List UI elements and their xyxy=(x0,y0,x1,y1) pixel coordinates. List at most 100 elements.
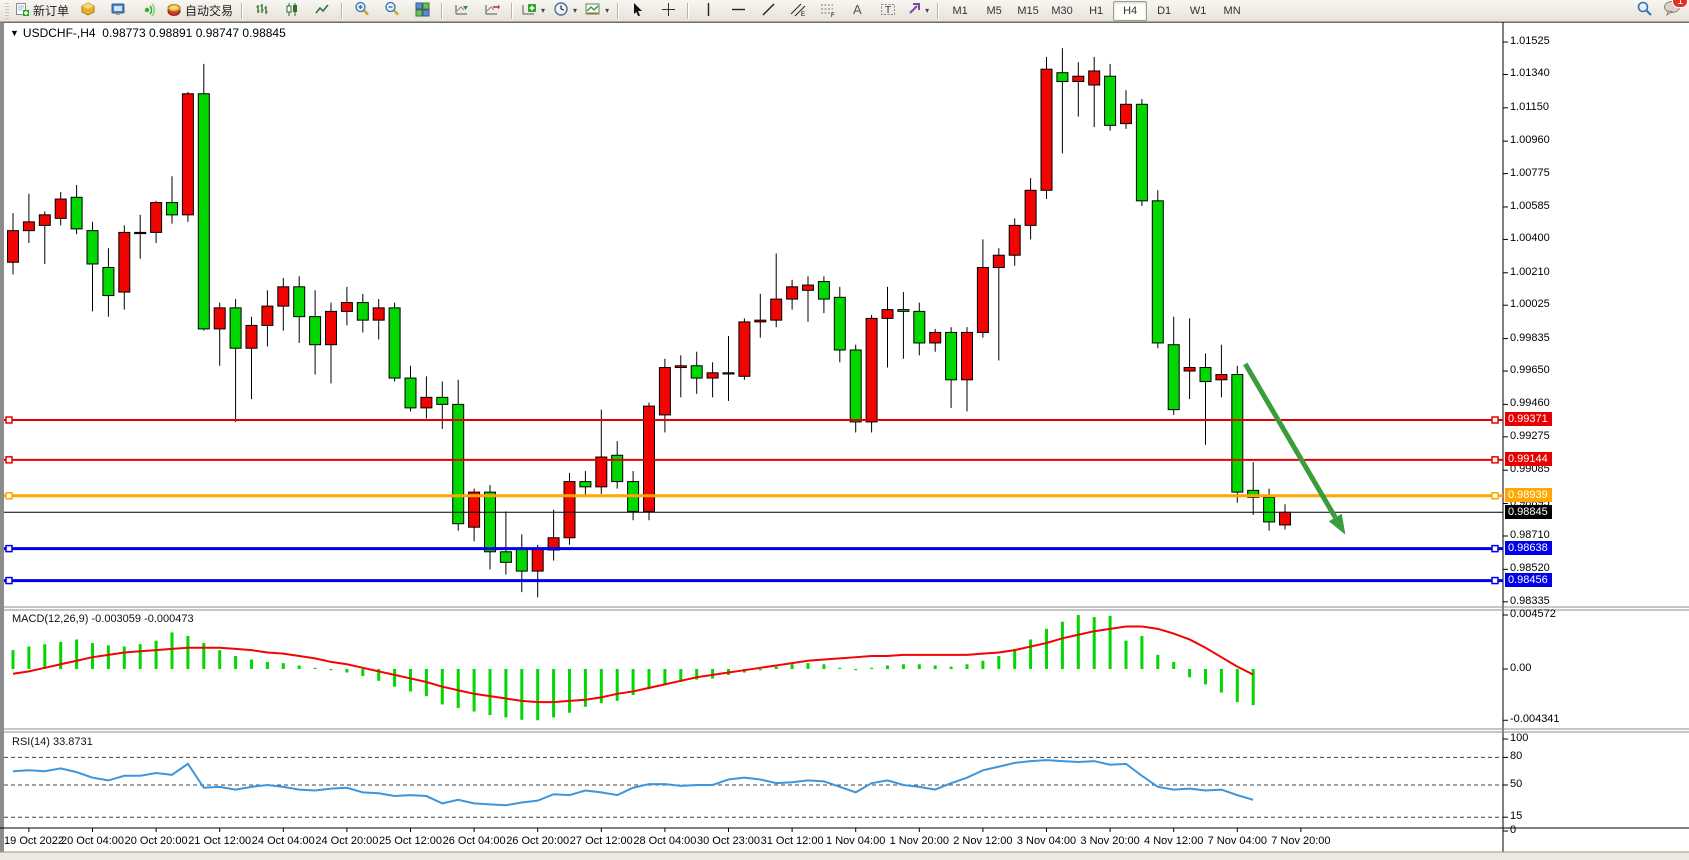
macd-histogram-bar xyxy=(1140,635,1144,669)
vertical-line-tool-button[interactable] xyxy=(693,0,723,22)
candle-body xyxy=(7,230,19,263)
autotrading-icon xyxy=(167,2,182,20)
svg-text:T: T xyxy=(885,5,891,16)
line-handle[interactable] xyxy=(1491,456,1499,464)
candle-body xyxy=(1088,70,1101,86)
trendline-tool-button[interactable] xyxy=(753,0,783,22)
new-order-label: 新订单 xyxy=(33,4,70,18)
periods-button[interactable]: ▾ xyxy=(549,0,581,22)
macd-histogram-bar xyxy=(1188,669,1192,678)
horizontal-line-tool-button[interactable] xyxy=(723,0,753,22)
candle-body xyxy=(213,307,226,330)
timeframe-H1[interactable]: H1 xyxy=(1089,4,1104,17)
signals-button[interactable] xyxy=(133,0,163,22)
auto-scroll-icon xyxy=(454,2,470,20)
autotrading-button[interactable]: 自动交易 xyxy=(163,0,237,22)
macd-histogram-bar xyxy=(1251,669,1255,706)
macd-histogram-bar xyxy=(917,664,921,669)
line-chart-type-button[interactable] xyxy=(307,0,337,22)
candlestick-icon xyxy=(285,2,300,20)
macd-histogram-bar xyxy=(1092,617,1096,669)
candle-body xyxy=(356,302,369,321)
candlestick-type-button[interactable] xyxy=(277,0,307,22)
svg-text:E: E xyxy=(801,12,805,17)
cursor-icon xyxy=(631,2,645,20)
macd-histogram-bar xyxy=(631,669,635,695)
line-handle[interactable] xyxy=(5,492,13,500)
search-icon[interactable] xyxy=(1636,0,1653,22)
macd-histogram-bar xyxy=(59,641,63,669)
timeframe-M1[interactable]: M1 xyxy=(952,4,968,17)
macd-histogram-bar xyxy=(901,664,905,669)
line-handle[interactable] xyxy=(5,456,13,464)
macd-histogram-bar xyxy=(11,650,15,669)
text-tool-button[interactable]: A xyxy=(843,0,873,22)
macd-histogram-bar xyxy=(393,669,397,687)
new-order-button[interactable]: 新订单 xyxy=(11,0,73,22)
chart-window[interactable] xyxy=(0,22,1689,852)
line-handle[interactable] xyxy=(1491,576,1499,585)
dropdown-caret-icon: ▾ xyxy=(605,6,610,15)
tile-windows-button[interactable] xyxy=(407,0,437,22)
bar-chart-type-button[interactable] xyxy=(247,0,277,22)
label-tool-button[interactable]: T xyxy=(873,0,903,22)
timeframe-M30[interactable]: M30 xyxy=(1051,4,1073,17)
line-handle[interactable] xyxy=(5,416,13,424)
line-handle[interactable] xyxy=(1491,416,1499,424)
add-indicator-icon xyxy=(521,2,537,20)
macd-histogram-bar xyxy=(234,656,238,669)
cursor-tool-button[interactable] xyxy=(623,0,653,22)
line-handle[interactable] xyxy=(5,576,13,585)
candle-body xyxy=(976,266,989,333)
candle-body xyxy=(1072,75,1085,82)
timeframe-M5[interactable]: M5 xyxy=(986,4,1002,17)
add-indicator-button[interactable]: ▾ xyxy=(517,0,549,22)
macd-histogram-bar xyxy=(345,669,349,673)
macd-histogram-bar xyxy=(822,664,826,669)
zoom-out-button[interactable] xyxy=(377,0,407,22)
candle-body xyxy=(499,551,512,563)
metaeditor-button[interactable] xyxy=(73,0,103,22)
dropdown-caret-icon: ▾ xyxy=(573,6,578,15)
macd-histogram-bar xyxy=(218,650,222,669)
line-handle[interactable] xyxy=(1491,544,1499,553)
chart-shift-button[interactable] xyxy=(477,0,507,22)
trend-arrow-head[interactable] xyxy=(1328,513,1346,535)
new-order-icon xyxy=(15,2,30,20)
candle-body xyxy=(1120,103,1132,125)
timeframe-D1[interactable]: D1 xyxy=(1157,4,1172,17)
candle-body xyxy=(404,377,417,409)
timeframe-MN[interactable]: MN xyxy=(1223,4,1241,17)
crosshair-tool-button[interactable] xyxy=(653,0,683,22)
candle-body xyxy=(166,202,178,216)
channel-tool-button[interactable]: E xyxy=(783,0,813,22)
line-handle[interactable] xyxy=(1491,492,1499,500)
candle-body xyxy=(1263,496,1276,523)
arrows-tool-button[interactable]: ▾ xyxy=(903,0,933,22)
clock-icon xyxy=(553,1,569,20)
candle-body xyxy=(420,396,433,409)
timeframe-H4[interactable]: H4 xyxy=(1113,0,1148,21)
macd-histogram-bar xyxy=(981,660,985,669)
terminal-button[interactable] xyxy=(103,0,133,22)
notifications-button[interactable]: 1 xyxy=(1663,0,1688,21)
timeframe-W1[interactable]: W1 xyxy=(1189,4,1207,17)
macd-histogram-bar xyxy=(1076,615,1080,669)
macd-histogram-bar xyxy=(27,646,31,669)
candle-body xyxy=(929,331,942,344)
toolbar-grip[interactable] xyxy=(5,2,9,19)
candle-body xyxy=(674,365,687,369)
auto-scroll-button[interactable] xyxy=(447,0,477,22)
templates-button[interactable]: ▾ xyxy=(581,0,613,22)
candle-body xyxy=(595,456,608,488)
timeframe-M15[interactable]: M15 xyxy=(1017,4,1039,17)
candle-body xyxy=(802,284,814,291)
fibonacci-tool-button[interactable]: F xyxy=(813,0,843,22)
zoom-in-button[interactable] xyxy=(347,0,377,22)
candle-body xyxy=(340,302,353,312)
toolbar-separator xyxy=(937,2,940,19)
fibonacci-icon: F xyxy=(820,2,836,20)
trend-arrow[interactable] xyxy=(1243,362,1338,519)
line-handle[interactable] xyxy=(5,544,13,553)
